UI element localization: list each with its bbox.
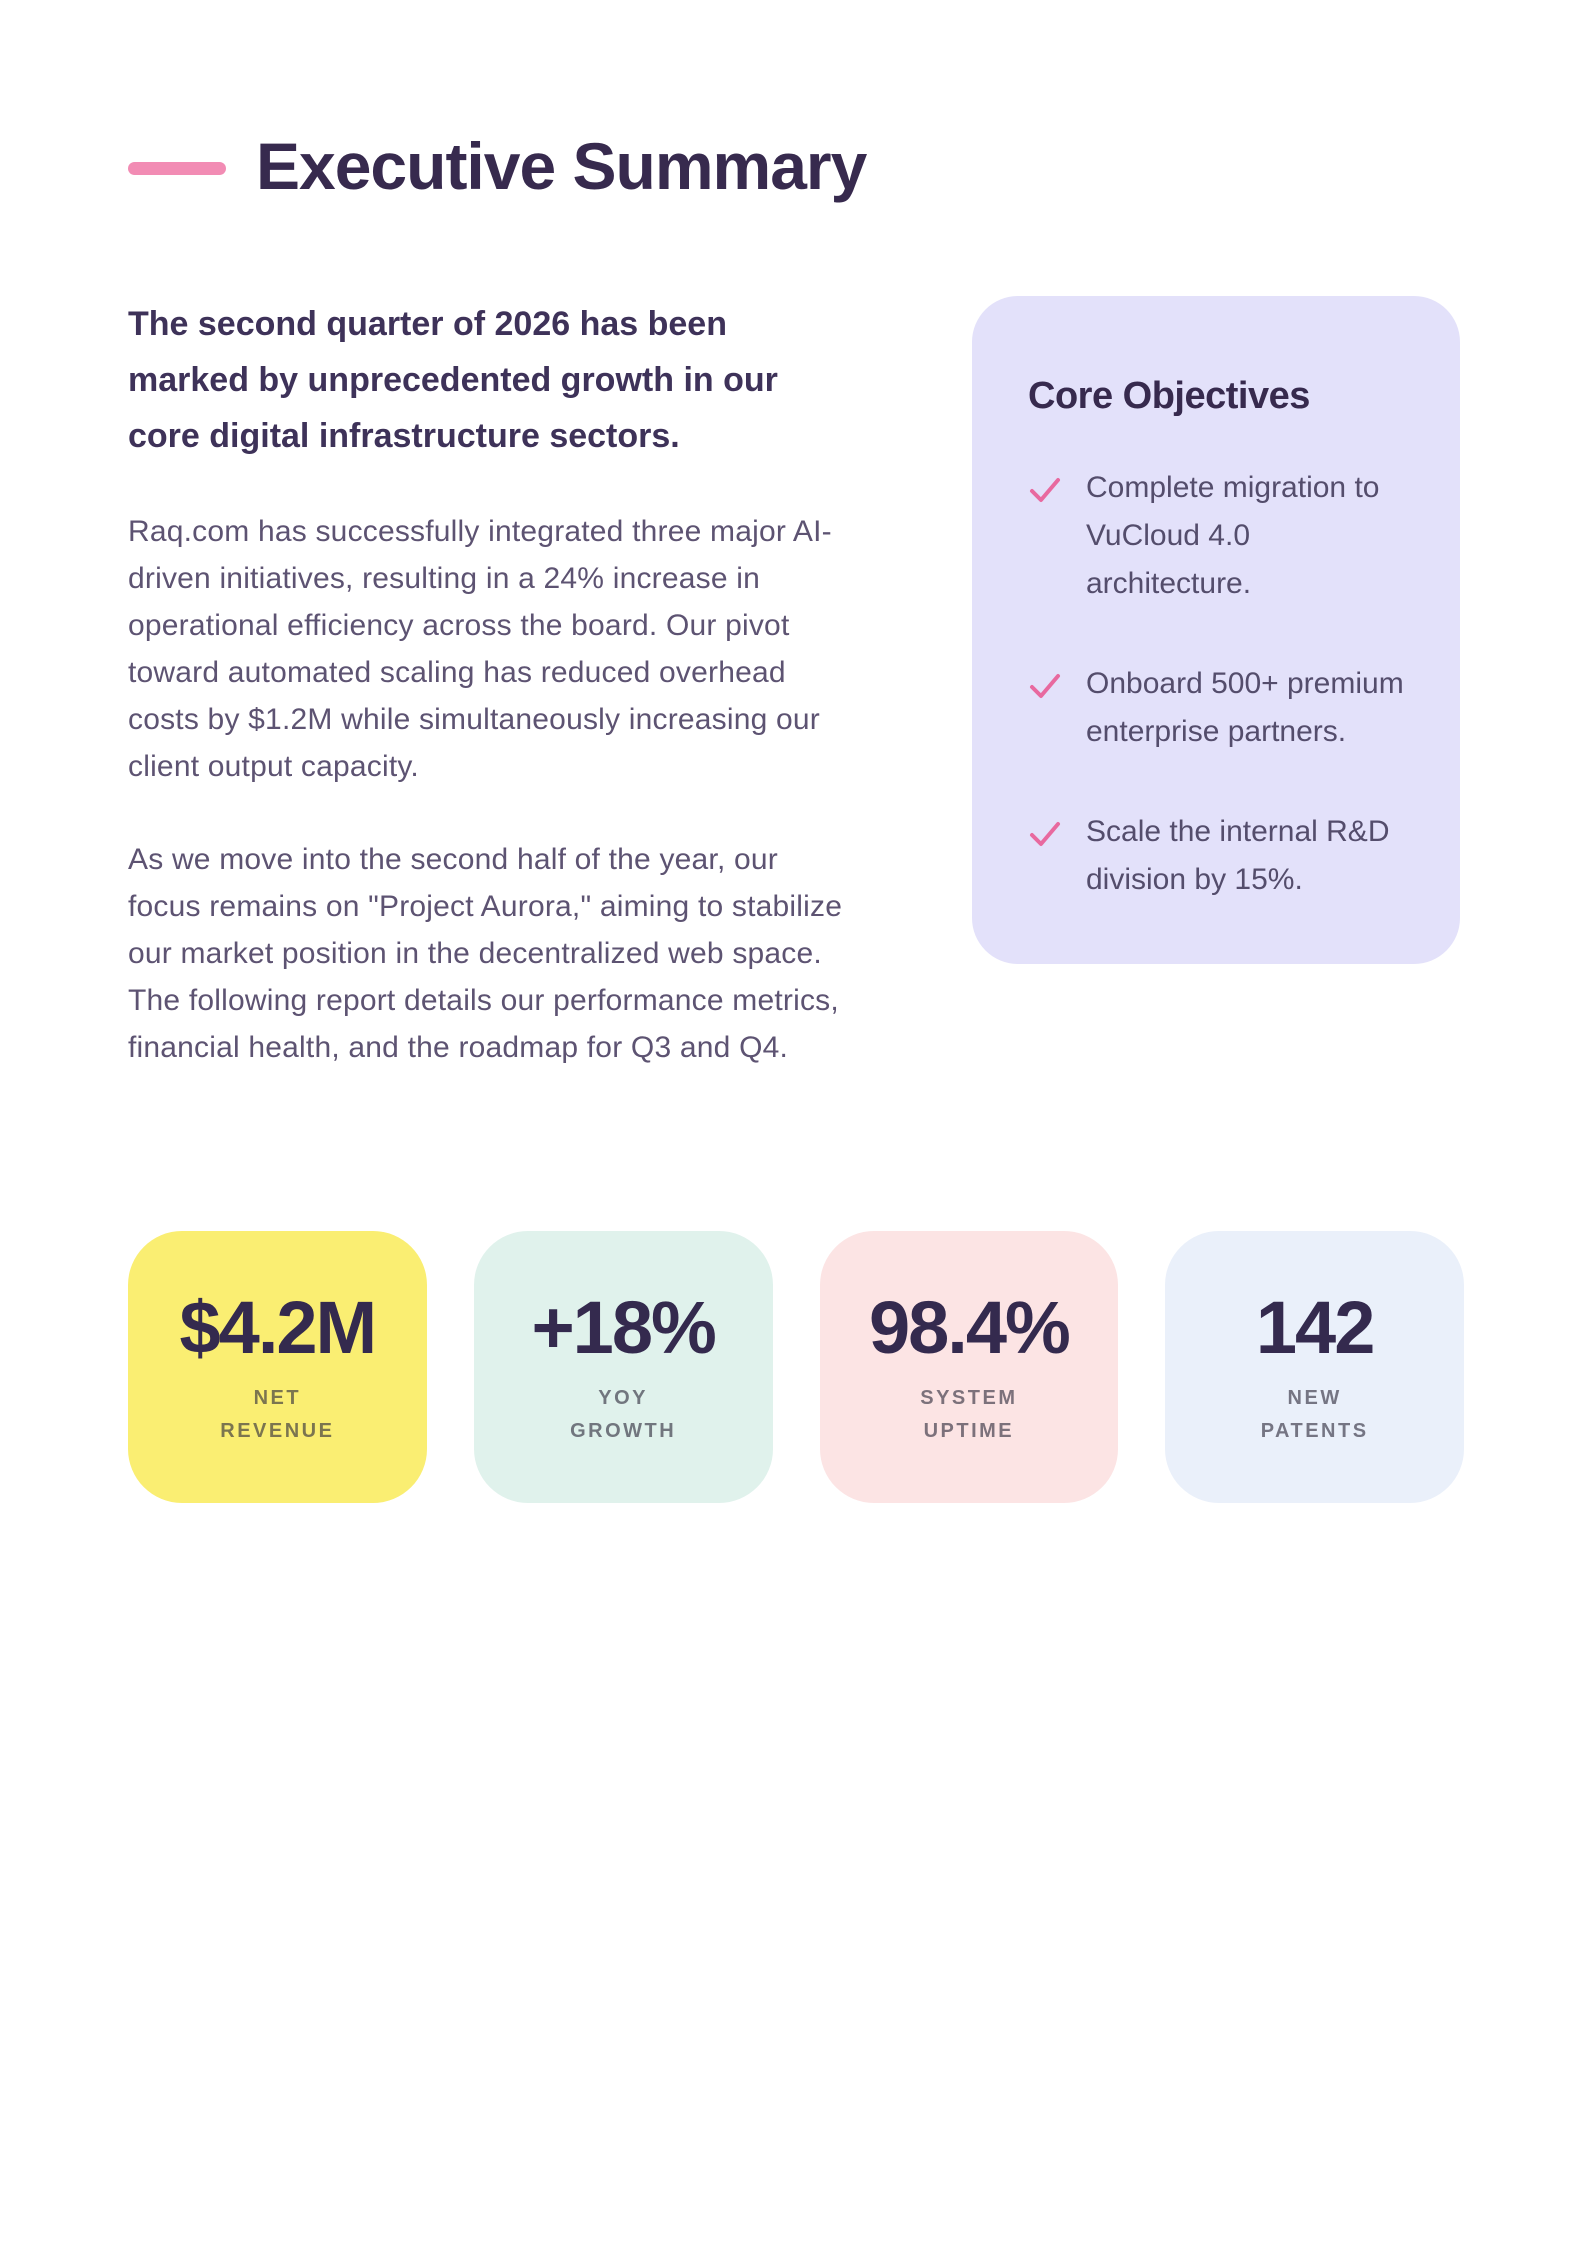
stat-value: +18% (531, 1285, 716, 1369)
page-title: Executive Summary (256, 129, 867, 203)
stat-value: $4.2M (179, 1285, 378, 1369)
lead-paragraph: The second quarter of 2026 has been mark… (128, 305, 778, 455)
objective-label: Complete migration to VuCloud 4.0 archit… (1086, 471, 1380, 600)
stat-label-line2: GROWTH (570, 1419, 677, 1442)
stat-card-system-uptime: 98.4% SYSTEM UPTIME (819, 1231, 1119, 1503)
check-icon (1030, 674, 1060, 698)
stat-label: SYSTEM UPTIME (920, 1382, 1017, 1448)
check-icon (1030, 478, 1060, 502)
objective-label: Onboard 500+ premium enterprise partners… (1086, 667, 1404, 748)
summary-text-column: The second quarter of 2026 has been mark… (128, 296, 852, 1117)
stat-label-line2: PATENTS (1260, 1419, 1369, 1442)
page-header: Executive Summary (128, 128, 1464, 204)
objective-item: Complete migration to VuCloud 4.0 archit… (1028, 464, 1408, 608)
stat-label-line2: REVENUE (220, 1419, 335, 1442)
heading-accent-dash (128, 161, 226, 175)
stat-label-line1: SYSTEM (920, 1386, 1018, 1409)
objective-item: Scale the internal R&D division by 15%. (1028, 808, 1408, 904)
check-icon (1030, 822, 1060, 846)
stat-card-net-revenue: $4.2M NET REVENUE (128, 1231, 427, 1503)
kpi-cards-row: $4.2M NET REVENUE +18% YOY GROWTH 98.4% … (128, 1231, 1464, 1503)
stat-label-line1: NET (253, 1386, 302, 1409)
stat-label: YOY GROWTH (570, 1382, 676, 1448)
stat-label: NET REVENUE (220, 1382, 334, 1448)
objectives-title: Core Objectives (1028, 375, 1310, 417)
objective-label: Scale the internal R&D division by 15%. (1086, 815, 1390, 896)
stat-value: 142 (1255, 1285, 1375, 1369)
stat-card-new-patents: 142 NEW PATENTS (1165, 1231, 1464, 1503)
stat-label-line2: UPTIME (923, 1419, 1015, 1442)
body-paragraph-2: As we move into the second half of the y… (128, 843, 843, 1064)
summary-section: The second quarter of 2026 has been mark… (128, 296, 1464, 1117)
objectives-list: Complete migration to VuCloud 4.0 archit… (1028, 464, 1408, 904)
stat-card-yoy-growth: +18% YOY GROWTH (473, 1231, 773, 1503)
stat-label: NEW PATENTS (1261, 1382, 1369, 1448)
objective-item: Onboard 500+ premium enterprise partners… (1028, 660, 1408, 756)
core-objectives-card: Core Objectives Complete migration to Vu… (972, 296, 1460, 964)
stat-value: 98.4% (868, 1285, 1071, 1369)
body-paragraph-1: Raq.com has successfully integrated thre… (128, 515, 832, 783)
stat-label-line1: YOY (598, 1386, 648, 1409)
stat-label-line1: NEW (1287, 1386, 1342, 1409)
